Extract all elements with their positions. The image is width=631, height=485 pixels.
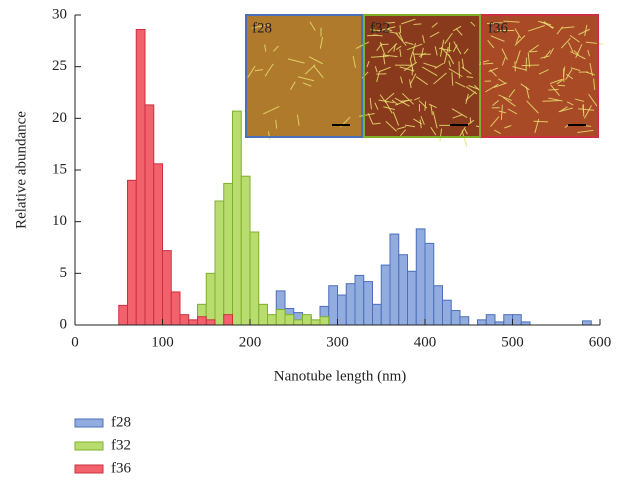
bar: [364, 282, 373, 325]
bar: [399, 255, 408, 325]
bar: [338, 295, 347, 325]
bar: [154, 164, 163, 325]
bar: [145, 105, 154, 325]
bar: [311, 320, 320, 325]
bar: [163, 251, 172, 325]
bar: [434, 286, 443, 325]
bar: [241, 176, 250, 325]
inset: f28: [246, 15, 362, 140]
y-tick-label: 0: [60, 316, 68, 332]
bar: [250, 232, 259, 325]
bar: [189, 320, 198, 325]
y-tick-label: 25: [52, 58, 67, 74]
bar: [408, 271, 417, 325]
bar: [478, 320, 487, 325]
y-tick-label: 20: [52, 110, 67, 126]
bar: [233, 111, 242, 325]
bar: [373, 304, 382, 325]
x-tick-label: 100: [151, 334, 174, 350]
bar: [320, 317, 329, 325]
bar: [381, 265, 390, 325]
x-tick-label: 0: [71, 334, 79, 350]
bar: [171, 292, 180, 325]
bar: [136, 29, 145, 325]
y-tick-label: 5: [60, 265, 68, 281]
bar: [180, 315, 189, 325]
bar: [128, 180, 137, 325]
bar: [416, 229, 425, 325]
bar: [206, 320, 215, 325]
chart: Nanotube length (nm) Relative abundance …: [0, 0, 631, 485]
bar: [425, 243, 434, 325]
bar: [460, 317, 469, 325]
bar: [224, 315, 233, 325]
y-axis-label: Relative abundance: [13, 111, 29, 229]
bar: [451, 311, 460, 325]
bar: [583, 321, 592, 325]
legend-label: f32: [111, 437, 131, 453]
bar: [276, 310, 285, 326]
bar: [329, 286, 338, 325]
bar: [268, 315, 277, 325]
bar: [119, 305, 128, 325]
inset: f36: [479, 15, 603, 137]
bar: [355, 275, 364, 325]
y-tick-label: 30: [52, 6, 67, 22]
bar: [486, 315, 495, 325]
inset: f32: [356, 15, 485, 147]
bar: [224, 183, 233, 325]
legend-swatch: [75, 465, 103, 473]
x-tick-label: 300: [326, 334, 349, 350]
bar: [513, 315, 522, 325]
inset-label: f32: [370, 20, 390, 36]
legend-swatch: [75, 442, 103, 450]
x-tick-label: 500: [501, 334, 524, 350]
y-tick-label: 15: [52, 161, 67, 177]
bar: [390, 234, 399, 325]
legend-swatch: [75, 419, 103, 427]
x-tick-label: 600: [589, 334, 612, 350]
y-tick-label: 10: [52, 213, 67, 229]
inset-label: f36: [488, 20, 508, 36]
bar: [294, 320, 303, 325]
bar: [285, 315, 294, 325]
bar: [346, 284, 355, 325]
bar: [443, 300, 452, 325]
legend-label: f28: [111, 414, 131, 430]
bar: [259, 304, 268, 325]
bar: [504, 315, 513, 325]
bar: [303, 315, 312, 325]
bar: [198, 317, 207, 325]
legend-label: f36: [111, 460, 131, 476]
bar: [206, 273, 215, 325]
x-axis-label: Nanotube length (nm): [274, 368, 406, 384]
bar: [215, 201, 224, 325]
x-tick-label: 400: [414, 334, 437, 350]
x-tick-label: 200: [239, 334, 262, 350]
inset-label: f28: [252, 20, 272, 36]
